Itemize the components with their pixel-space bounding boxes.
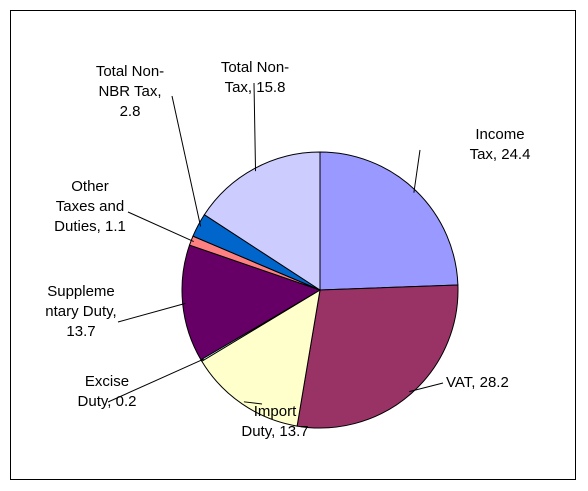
data-label: Total Non- NBR Tax, 2.8 [95,63,165,120]
data-label: Suppleme ntary Duty, 13.7 [45,283,117,340]
leader-line [243,401,263,405]
data-label: Other Taxes and Duties, 1.1 [54,178,126,235]
data-label: VAT, 28.2 [446,374,509,391]
pie-slice [319,151,459,291]
data-label: Excise Duty, 0.2 [77,373,137,410]
leader-line [409,382,444,393]
data-label: Import Duty, 13.7 [241,403,309,440]
leader-line [127,211,194,243]
leader-line [171,95,202,227]
leader-line [117,302,186,323]
leader-line [413,149,421,193]
data-label: Total Non- Tax, 15.8 [220,59,290,96]
chart-frame [10,10,576,480]
pie-slice [296,284,459,429]
pie-slice [203,151,321,291]
pie-slice [201,289,321,427]
leader-line [253,82,257,172]
data-label: Income Tax, 24.4 [469,126,531,163]
leader-line [107,358,204,403]
